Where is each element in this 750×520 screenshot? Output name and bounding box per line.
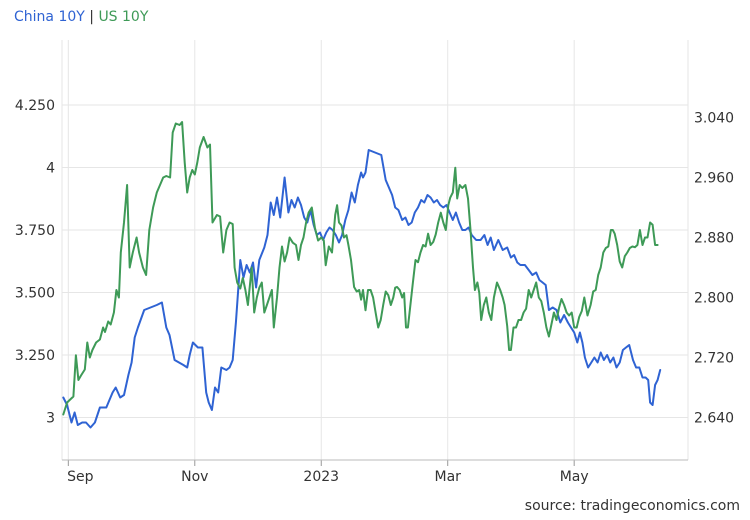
y-left-tick-label: 4 [46,161,55,177]
y-right-tick-label: 2.880 [694,230,734,246]
y-left-tick-label: 3.250 [15,348,55,364]
y-right-tick-label: 3.040 [694,110,734,126]
source-credit: source: tradingeconomics.com [524,498,740,514]
us-10y-line [62,121,659,416]
y-left-tick-label: 3.750 [15,223,55,239]
axes: 3 3.250 3.500 3.750 4 4.250 2.640 2.720 2.800 2.8… [15,98,734,485]
x-tick-label: Mar [435,469,462,485]
y-left-tick-label: 3 [46,411,55,427]
y-left-tick-label: 4.250 [15,98,55,114]
x-tick-label: Nov [181,469,208,485]
legend-separator: | [89,9,94,25]
x-tick-label: May [560,469,589,485]
x-tick-label: 2023 [303,469,339,485]
china-10y-line [62,149,662,429]
legend-us-10y[interactable]: US 10Y [98,9,149,25]
y-left-tick-label: 3.500 [15,286,55,302]
chart-legend: China 10Y | US 10Y [14,9,148,25]
series-lines [62,121,662,429]
y-right-tick-label: 2.960 [694,170,734,186]
y-right-tick-label: 2.720 [694,350,734,366]
legend-china-10y[interactable]: China 10Y [14,9,85,25]
y-right-tick-label: 2.800 [694,290,734,306]
y-right-tick-label: 2.640 [694,410,734,426]
x-tick-label: Sep [67,469,94,485]
grid [61,40,689,460]
